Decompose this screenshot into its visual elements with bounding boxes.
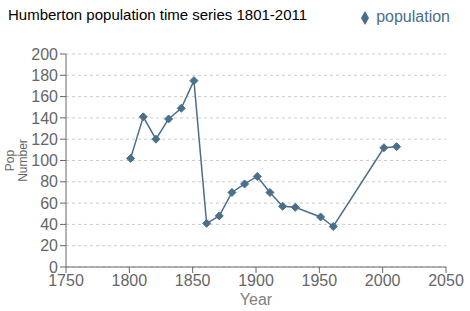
html-text:Humberton population time seri: Humberton population time series 1801-20… bbox=[8, 6, 308, 23]
svg-text:2050: 2050 bbox=[428, 272, 462, 289]
svg-text:1850: 1850 bbox=[175, 272, 211, 289]
svg-text:1750: 1750 bbox=[48, 272, 84, 290]
svg-text:Year: Year bbox=[240, 291, 273, 308]
svg-text:100: 100 bbox=[31, 152, 58, 169]
svg-text:60: 60 bbox=[40, 195, 58, 212]
svg-text:120: 120 bbox=[31, 131, 58, 148]
svg-text:0: 0 bbox=[49, 259, 58, 276]
svg-text:180: 180 bbox=[31, 67, 58, 84]
svg-text:140: 140 bbox=[31, 110, 58, 127]
svg-text:80: 80 bbox=[40, 173, 58, 190]
svg-text:2000: 2000 bbox=[365, 272, 401, 289]
svg-text:160: 160 bbox=[31, 88, 58, 105]
svg-text:20: 20 bbox=[40, 237, 58, 254]
svg-text:40: 40 bbox=[40, 216, 58, 233]
svg-text:1900: 1900 bbox=[238, 272, 274, 289]
svg-text:PopNumber: PopNumber bbox=[8, 139, 30, 182]
svg-text:1950: 1950 bbox=[302, 272, 338, 289]
svg-text:1800: 1800 bbox=[112, 272, 148, 289]
html-text:population: population bbox=[376, 8, 450, 25]
svg-text:200: 200 bbox=[31, 46, 58, 63]
